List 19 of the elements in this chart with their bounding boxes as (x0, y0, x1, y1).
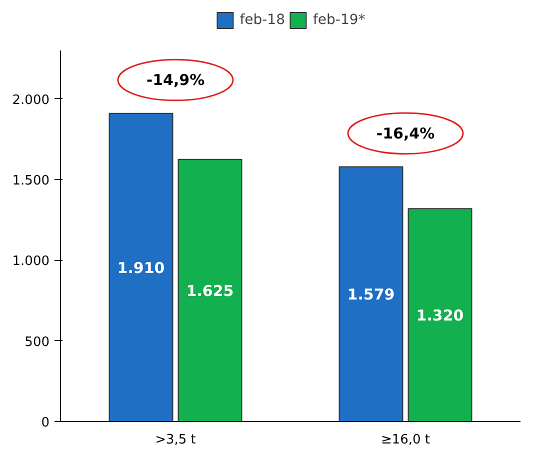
data-label: 1.910 (117, 258, 165, 277)
bar (108, 112, 174, 422)
y-tick-label: 0 (41, 416, 50, 430)
x-tick-label: ≥16,0 t (380, 432, 430, 448)
data-label: 1.320 (416, 306, 464, 325)
data-label: 1.625 (186, 282, 234, 300)
x-tick-label: >3,5 t (155, 432, 196, 448)
legend-label: feb-19* (313, 12, 366, 28)
bar (408, 208, 472, 422)
y-tick-label: 1.000 (12, 254, 50, 270)
bar (178, 158, 242, 422)
bar (338, 166, 404, 422)
annotation: -16,4% (376, 124, 435, 142)
data-label: 1.579 (347, 286, 395, 304)
annotation: -14,9% (146, 71, 205, 90)
y-tick-label: 1.500 (12, 174, 50, 189)
legend-label: feb-18 (240, 12, 285, 28)
y-tick-label: 500 (24, 334, 50, 350)
y-tick-label: 2.000 (12, 92, 50, 108)
